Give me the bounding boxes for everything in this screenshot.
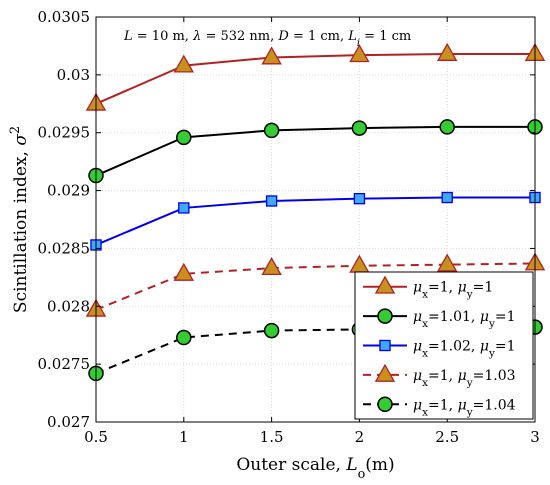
- data-point-square: [178, 202, 190, 214]
- data-point-square: [441, 191, 453, 204]
- y-tick-label: 0.0305: [38, 8, 91, 26]
- data-point-square: [353, 192, 366, 205]
- x-axis-label: Outer scale, Lo(m): [236, 455, 394, 482]
- data-point-circle: [263, 322, 280, 339]
- legend-entry: μx=1.01, μy=1μx=1.01, μy=1: [363, 308, 516, 330]
- x-tick-label: 2.5: [435, 428, 459, 446]
- x-tick-label: 0.5: [84, 428, 108, 446]
- y-tick-label: 0.0285: [38, 239, 91, 257]
- legend-label: μx=1.01, μy=1μx=1.01, μy=1: [413, 309, 516, 330]
- legend-label: μx=1.02, μy=1μx=1.02, μy=1: [413, 339, 516, 360]
- y-tick-label: 0.0275: [38, 355, 91, 373]
- legend-entry: μx=1.02, μy=1μx=1.02, μy=1: [363, 339, 516, 360]
- series-line: [95, 125, 535, 177]
- legend-label: μx=1, μy=1μx=1, μy=1: [413, 280, 493, 301]
- data-point-triangle: [349, 44, 370, 63]
- series-1: [85, 42, 546, 111]
- y-tick-label: 0.029: [47, 182, 90, 200]
- y-tick-label: 0.027: [47, 413, 90, 431]
- data-point-circle: [263, 122, 280, 139]
- data-point-triangle: [261, 256, 282, 276]
- legend: μx=1, μy=1μx=1, μy=1 μx=1.01, μy=1μx=1.01…: [354, 271, 534, 420]
- data-point-square: [379, 339, 391, 352]
- data-point-circle: [439, 119, 455, 135]
- data-point-triangle: [436, 42, 458, 61]
- series-line: [95, 262, 536, 311]
- data-point-triangle: [349, 254, 370, 273]
- data-point-triangle: [436, 253, 458, 272]
- chart-annotation: L = 10 m, λ = 532 nm, D = 1 cm, Li = 1 c…: [123, 29, 411, 49]
- y-tick-label: 0.0295: [38, 124, 91, 142]
- x-tick-label: 3: [530, 428, 540, 446]
- y-axis-label: Scintillation index, σ2: [8, 126, 32, 313]
- x-tick-label: 1: [179, 428, 189, 446]
- data-point-circle: [377, 396, 393, 413]
- axis-ticks: 0.5 1 1.5 2 2.5 3 0.027 0.0275 0.028 0.0285 0.029 0…: [38, 8, 540, 446]
- data-point-triangle: [261, 46, 282, 65]
- data-point-triangle: [173, 54, 195, 73]
- legend-entry: μx=1, μy=1.04μx=1, μy=1.04: [363, 396, 516, 418]
- x-tick-label: 2: [355, 428, 365, 446]
- x-tick-label: 1.5: [260, 428, 284, 446]
- legend-entry: μx=1, μy=1μx=1, μy=1: [363, 275, 493, 301]
- data-point-triangle: [374, 275, 396, 294]
- series-3: [90, 191, 541, 251]
- legend-label: μx=1, μy=1.04μx=1, μy=1.04: [413, 397, 516, 418]
- series-line: [95, 53, 535, 105]
- series-line: [95, 326, 536, 375]
- data-point-triangle: [173, 262, 195, 281]
- data-point-circle: [351, 120, 368, 136]
- series-line: [95, 196, 535, 246]
- data-point-square: [265, 195, 278, 207]
- data-point-circle: [377, 308, 393, 324]
- y-tick-label: 0.03: [57, 66, 90, 84]
- y-tick-label: 0.028: [47, 297, 90, 315]
- plot-frame: [95, 16, 536, 423]
- series-2: [88, 119, 543, 184]
- data-point-triangle: [374, 363, 396, 382]
- data-point-circle: [176, 129, 192, 146]
- data-point-circle: [176, 329, 192, 346]
